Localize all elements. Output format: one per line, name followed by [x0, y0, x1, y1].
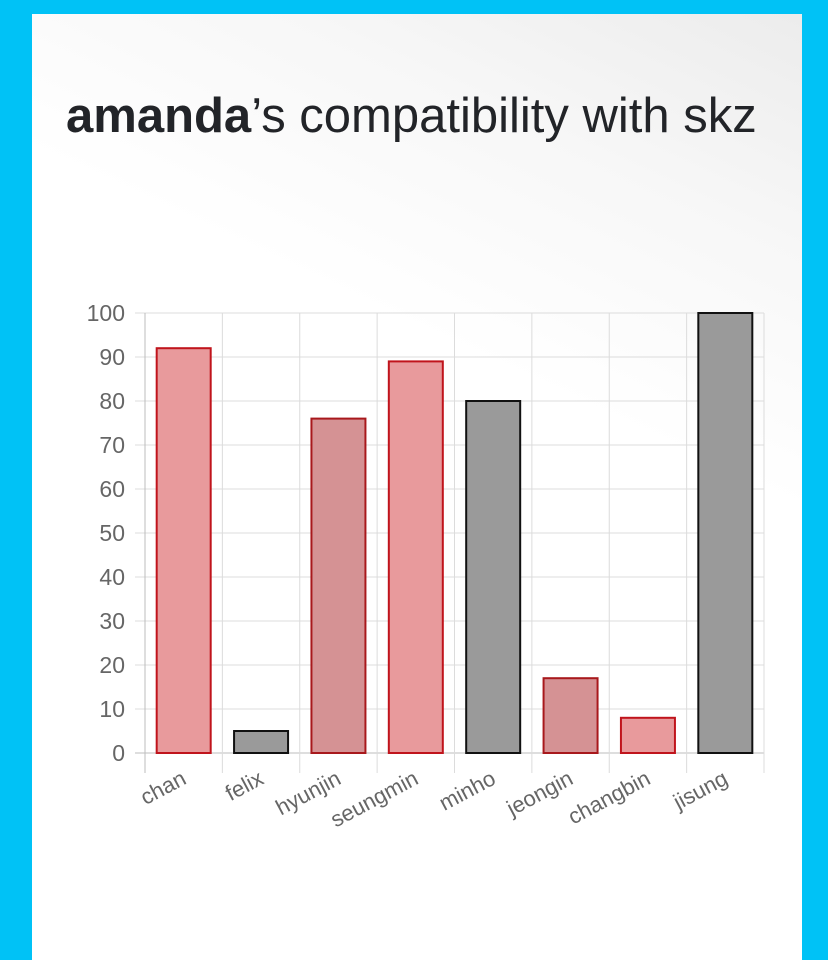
user-name: amanda — [66, 89, 252, 143]
page-title: amanda’s compatibility with skz — [66, 80, 766, 153]
bar-felix — [233, 730, 290, 754]
x-tick-label: seungmin — [326, 765, 422, 832]
bar-hyunjin — [310, 417, 367, 754]
title-rest: ’s compatibility with skz — [251, 89, 757, 143]
bar-seungmin — [387, 360, 444, 754]
y-tick-label: 20 — [99, 652, 125, 678]
bar-changbin — [619, 716, 676, 754]
y-tick-label: 10 — [99, 696, 125, 722]
y-tick-label: 80 — [99, 388, 125, 414]
bar-jisung — [697, 312, 754, 754]
bar-minho — [465, 400, 522, 754]
y-tick-label: 50 — [99, 520, 125, 546]
bar-jeongin — [542, 677, 599, 755]
bar-chan — [155, 347, 212, 754]
y-tick-label: 100 — [87, 300, 125, 326]
x-tick-label: changbin — [564, 765, 655, 829]
x-tick-label: chan — [136, 765, 190, 809]
x-tick-label: jisung — [668, 765, 731, 815]
y-tick-label: 0 — [112, 740, 125, 766]
y-tick-label: 60 — [99, 476, 125, 502]
y-tick-label: 90 — [99, 344, 125, 370]
x-tick-label: minho — [435, 765, 500, 815]
y-tick-label: 30 — [99, 608, 125, 634]
x-tick-label: felix — [221, 765, 267, 805]
y-tick-label: 40 — [99, 564, 125, 590]
y-tick-label: 70 — [99, 432, 125, 458]
